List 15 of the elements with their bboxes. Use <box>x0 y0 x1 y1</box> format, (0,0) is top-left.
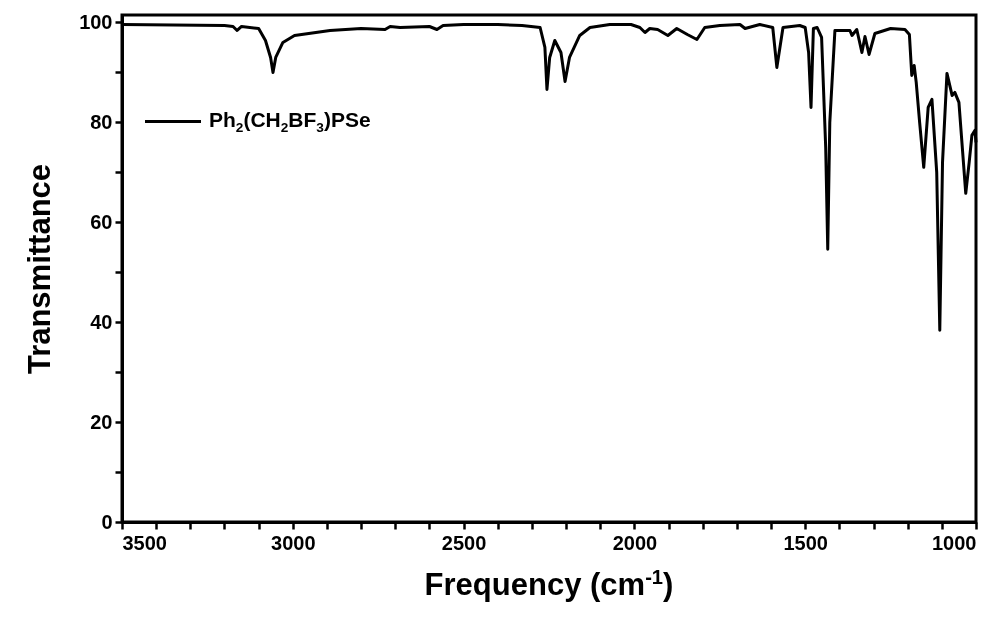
y-tick-label: 20 <box>90 410 113 433</box>
legend-label: Ph$_{2}$(CH$_{2}$BF$_{3}$)PSe <box>209 108 371 136</box>
y-tick-label: 0 <box>101 510 113 533</box>
y-tick-label: 60 <box>90 210 113 233</box>
x-tick-label: 1000 <box>932 531 977 554</box>
y-axis-title: Transmittance <box>22 163 58 375</box>
x-tick-label: 3500 <box>122 531 167 554</box>
x-tick-label: 2000 <box>612 531 658 554</box>
y-tick-label: 100 <box>79 10 113 33</box>
x-tick-label: 1500 <box>783 531 828 554</box>
y-tick-label: 80 <box>90 110 113 133</box>
y-tick-label: 40 <box>90 310 113 333</box>
x-tick-label: 2500 <box>441 531 487 554</box>
x-tick-label: 3000 <box>271 531 316 554</box>
x-axis-title: Frequency (cm$^{-1}$) <box>423 566 675 604</box>
